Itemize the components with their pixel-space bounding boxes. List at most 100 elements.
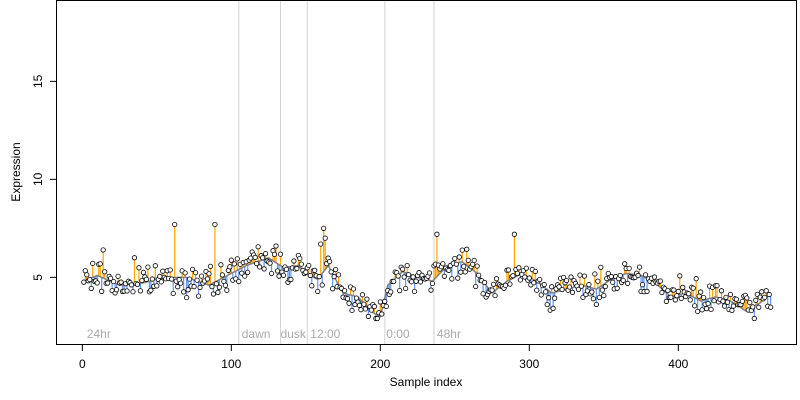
data-point: [204, 276, 211, 282]
data-point: [589, 289, 595, 295]
data-point: [294, 265, 300, 272]
data-point: [462, 269, 468, 275]
data-point: [383, 303, 389, 309]
data-point: [410, 274, 416, 280]
data-point: [118, 279, 124, 285]
data-point: [365, 313, 371, 319]
data-point: [473, 283, 479, 290]
data-point: [698, 289, 704, 295]
data-point: [490, 281, 497, 287]
data-point: [90, 260, 96, 266]
condition-label: 24hr: [87, 327, 111, 341]
data-point: [429, 280, 436, 287]
data-point: [111, 278, 117, 285]
data-point: [721, 303, 728, 309]
data-point: [502, 282, 509, 288]
data-point: [261, 266, 267, 272]
data-point: [88, 285, 94, 292]
data-point: [108, 275, 114, 281]
data-point: [617, 272, 623, 279]
data-point: [578, 283, 585, 289]
data-point: [754, 291, 760, 297]
data-point: [316, 274, 322, 280]
data-point: [303, 269, 309, 275]
data-point: [157, 273, 163, 279]
x-tick-label: 0: [79, 357, 86, 371]
data-point: [566, 284, 573, 290]
data-point: [590, 296, 596, 302]
data-point: [575, 286, 582, 293]
data-point: [222, 282, 228, 288]
data-point: [333, 266, 339, 273]
data-point: [747, 299, 753, 306]
data-point: [690, 285, 696, 291]
data-point: [730, 303, 737, 309]
data-point: [344, 296, 351, 302]
data-point: [663, 298, 669, 304]
data-point: [276, 273, 282, 279]
data-point: [143, 276, 149, 282]
data-point: [510, 273, 516, 279]
data-point: [559, 286, 565, 293]
data-point: [349, 307, 355, 314]
data-point: [699, 307, 705, 313]
data-point: [449, 276, 455, 282]
data-point: [723, 294, 729, 300]
data-point: [543, 289, 549, 295]
data-point: [87, 276, 93, 283]
data-point: [614, 285, 620, 291]
data-point: [516, 265, 522, 271]
data-point: [417, 279, 424, 285]
data-point: [388, 289, 394, 295]
data-point: [298, 261, 304, 267]
data-point: [668, 294, 674, 300]
data-point: [148, 287, 154, 293]
data-points: [81, 221, 774, 322]
data-point: [239, 270, 245, 276]
data-point: [441, 273, 447, 279]
data-point: [335, 272, 342, 278]
data-point: [446, 267, 452, 273]
data-point: [280, 272, 287, 278]
data-point: [267, 260, 273, 266]
data-point: [331, 274, 337, 280]
data-point: [169, 276, 175, 282]
y-axis-label: Expression: [9, 142, 23, 201]
data-point: [245, 269, 251, 275]
data-point: [642, 272, 649, 278]
data-point: [140, 269, 147, 276]
data-point: [751, 315, 757, 322]
data-point: [456, 254, 462, 260]
data-point: [400, 266, 406, 272]
data-point: [602, 283, 608, 290]
data-point: [327, 258, 333, 265]
data-point: [102, 269, 108, 275]
data-point: [330, 286, 336, 292]
data-point: [493, 276, 500, 282]
data-point: [593, 301, 599, 308]
data-point: [560, 274, 567, 281]
data-point: [362, 306, 369, 312]
x-axis-label: Sample index: [390, 375, 463, 389]
data-point: [273, 243, 279, 249]
condition-label: dawn: [242, 327, 271, 341]
data-point: [291, 258, 297, 264]
data-point: [695, 308, 701, 315]
data-point: [464, 246, 470, 252]
data-point: [762, 294, 768, 300]
data-point: [364, 296, 370, 302]
data-point: [277, 251, 284, 257]
data-point: [149, 276, 155, 282]
data-point: [601, 292, 607, 299]
x-tick-label: 200: [370, 357, 390, 371]
y-axis: 5 10 15: [31, 74, 57, 281]
data-point: [678, 295, 684, 301]
data-point: [675, 288, 681, 294]
data-point: [319, 282, 325, 288]
data-point: [622, 261, 628, 267]
data-point: [236, 278, 242, 285]
condition-label: 12:00: [310, 327, 340, 341]
data-point: [511, 231, 518, 237]
data-point: [523, 265, 529, 271]
